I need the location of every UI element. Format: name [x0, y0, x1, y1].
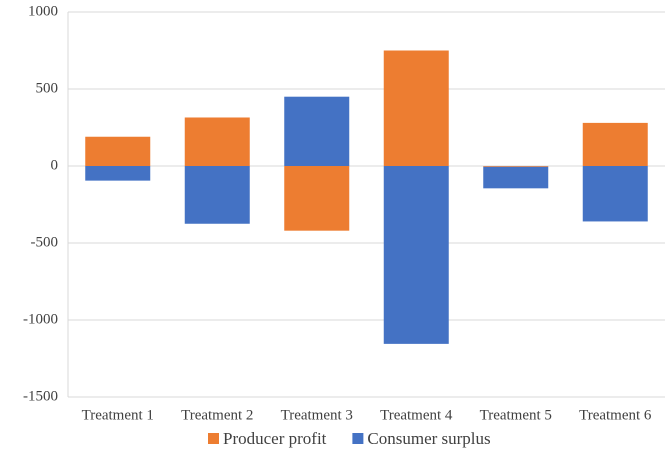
- y-tick-label: -500: [31, 234, 59, 250]
- bar: [284, 96, 350, 166]
- x-tick-label: Treatment 5: [480, 407, 552, 423]
- y-tick-label: 500: [36, 80, 59, 96]
- legend-swatch: [208, 433, 219, 444]
- y-tick-label: -1000: [23, 311, 58, 327]
- bar: [85, 166, 151, 181]
- bar: [383, 50, 449, 166]
- x-tick-label: Treatment 2: [181, 407, 253, 423]
- x-tick-label: Treatment 6: [579, 407, 652, 423]
- bar: [582, 122, 648, 166]
- bar: [383, 166, 449, 344]
- y-tick-label: 1000: [28, 3, 58, 19]
- x-tick-label: Treatment 4: [380, 407, 453, 423]
- bar: [85, 136, 151, 166]
- bar: [284, 166, 350, 231]
- legend-swatch: [352, 433, 364, 444]
- bar: [184, 117, 250, 166]
- bar: [483, 166, 549, 189]
- legend-label: Producer profit: [223, 429, 327, 448]
- x-tick-label: Treatment 3: [281, 407, 353, 423]
- y-tick-label: -1500: [23, 388, 58, 404]
- x-tick-label: Treatment 1: [82, 407, 154, 423]
- bar: [483, 166, 549, 167]
- y-tick-label: 0: [51, 157, 59, 173]
- bar: [582, 166, 648, 222]
- legend-label: Consumer surplus: [367, 429, 490, 448]
- bar: [184, 166, 250, 224]
